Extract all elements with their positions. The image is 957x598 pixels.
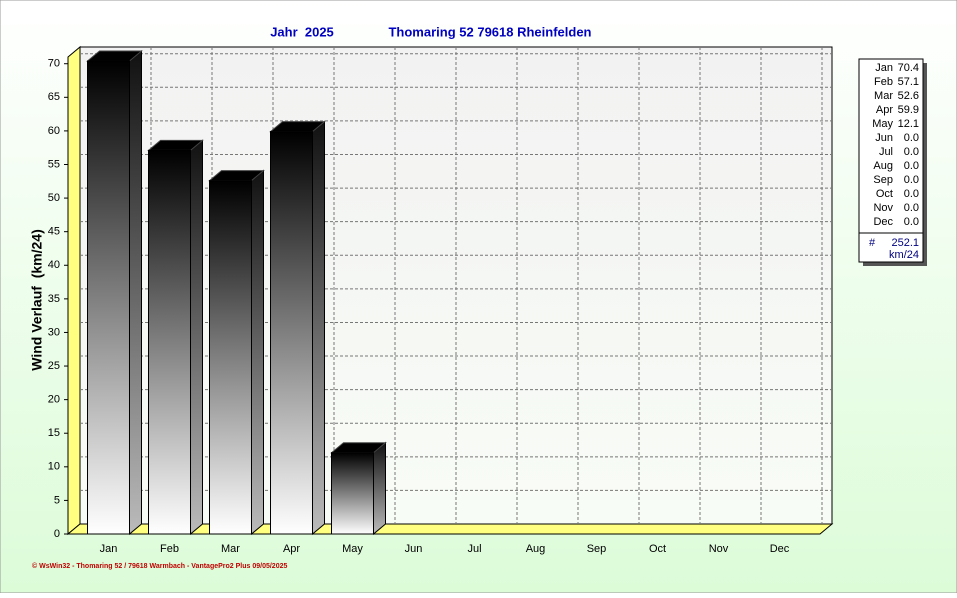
legend-value: 0.0 bbox=[904, 188, 919, 200]
legend-month: Aug bbox=[873, 160, 893, 172]
bar bbox=[270, 131, 313, 535]
y-tick-label: 10 bbox=[48, 461, 60, 473]
bar bbox=[331, 452, 374, 535]
chart-title: Jahr 2025 bbox=[270, 24, 334, 39]
legend-value: 57.1 bbox=[898, 76, 919, 88]
x-tick-label: Jul bbox=[467, 543, 481, 555]
y-tick-label: 15 bbox=[48, 427, 60, 439]
legend-month: Nov bbox=[873, 202, 893, 214]
legend-month: Jun bbox=[875, 132, 893, 144]
legend-value: 70.4 bbox=[898, 62, 919, 74]
legend-value: 0.0 bbox=[904, 146, 919, 158]
legend-value: 0.0 bbox=[904, 132, 919, 144]
y-tick-label: 45 bbox=[48, 226, 60, 238]
x-tick-label: Oct bbox=[649, 543, 666, 555]
legend-month: Jan bbox=[875, 62, 893, 74]
x-tick-label: Feb bbox=[160, 543, 179, 555]
footer: © WsWin32 - Thomaring 52 / 79618 Warmbac… bbox=[32, 562, 287, 570]
y-tick-label: 0 bbox=[54, 528, 60, 540]
y-tick-label: 65 bbox=[48, 91, 60, 103]
legend-month: May bbox=[872, 118, 893, 130]
legend-value: 59.9 bbox=[898, 104, 919, 116]
y-tick-label: 70 bbox=[48, 58, 60, 70]
y-tick-label: 20 bbox=[48, 394, 60, 406]
bar-side bbox=[312, 120, 325, 536]
bar-side bbox=[190, 139, 203, 536]
legend-value: 0.0 bbox=[904, 202, 919, 214]
legend-month: Sep bbox=[873, 174, 893, 186]
bar bbox=[148, 149, 191, 535]
y-tick-label: 5 bbox=[54, 494, 60, 506]
legend-total-symbol: # bbox=[869, 237, 876, 249]
x-tick-label: Nov bbox=[709, 543, 729, 555]
legend-value: 12.1 bbox=[898, 118, 919, 130]
y-tick-label: 55 bbox=[48, 158, 60, 170]
legend-month: Oct bbox=[876, 188, 893, 200]
legend-total-unit: km/24 bbox=[889, 249, 919, 261]
legend-month: Feb bbox=[874, 76, 893, 88]
y-tick-label: 30 bbox=[48, 326, 60, 338]
x-tick-label: Apr bbox=[283, 543, 300, 555]
legend-month: Dec bbox=[873, 216, 893, 228]
bar bbox=[209, 180, 252, 535]
x-tick-label: Mar bbox=[221, 543, 240, 555]
legend-value: 0.0 bbox=[904, 216, 919, 228]
x-tick-label: Jan bbox=[100, 543, 118, 555]
chart-subtitle: Thomaring 52 79618 Rheinfelden bbox=[388, 24, 591, 39]
x-tick-label: Dec bbox=[770, 543, 790, 555]
y-tick-label: 25 bbox=[48, 360, 60, 372]
legend-month: Mar bbox=[874, 90, 893, 102]
bar-side bbox=[373, 441, 386, 536]
bar-side bbox=[251, 169, 264, 536]
legend bbox=[858, 58, 924, 263]
x-tick-label: Sep bbox=[587, 543, 607, 555]
legend-month: Jul bbox=[879, 146, 893, 158]
y-axis-label: Wind Verlauf (km/24) bbox=[29, 229, 45, 370]
bars bbox=[86, 49, 387, 536]
x-tick-label: May bbox=[342, 543, 363, 555]
y-tick-label: 35 bbox=[48, 293, 60, 305]
bar-side bbox=[129, 49, 142, 536]
x-tick-label: Aug bbox=[526, 543, 546, 555]
legend-value: 52.6 bbox=[898, 90, 919, 102]
legend-value: 0.0 bbox=[904, 160, 919, 172]
legend-total-value: 252.1 bbox=[891, 237, 919, 249]
legend-value: 0.0 bbox=[904, 174, 919, 186]
y-tick-label: 40 bbox=[48, 259, 60, 271]
y-tick-label: 60 bbox=[48, 125, 60, 137]
legend-month: Apr bbox=[876, 104, 893, 116]
y-tick-label: 50 bbox=[48, 192, 60, 204]
side-wall bbox=[67, 45, 81, 536]
x-tick-label: Jun bbox=[405, 543, 423, 555]
bar bbox=[87, 60, 130, 535]
